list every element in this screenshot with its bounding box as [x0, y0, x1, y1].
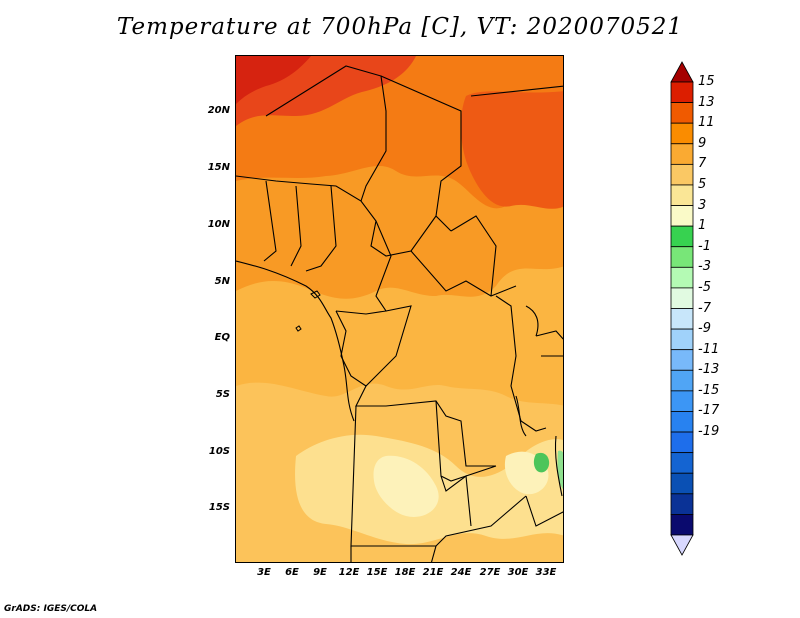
- colorbar-tick-label: -17: [698, 403, 720, 419]
- colorbar-tick-label: 9: [698, 135, 707, 151]
- colorbar-cell: [670, 308, 694, 330]
- colorbar: [670, 61, 694, 556]
- colorbar-cell: [670, 81, 694, 103]
- lat-label: 5S: [215, 389, 230, 400]
- coastline: [236, 260, 355, 422]
- colorbar-cell: [670, 143, 694, 165]
- temp-band-3-5: [373, 455, 439, 517]
- temp-band-gt15: [236, 56, 311, 104]
- colorbar-cell: [670, 246, 694, 268]
- colorbar-tick-label: -7: [698, 300, 711, 316]
- temp-band-cool-patch: [557, 450, 563, 490]
- lat-label: 10N: [207, 219, 230, 230]
- lon-label: 9E: [313, 567, 327, 578]
- colorbar-cell: [670, 184, 694, 206]
- colorbar-tick-label: -15: [698, 382, 720, 398]
- colorbar-tick-label: 1: [698, 218, 707, 234]
- temp-band-cold-patch: [533, 452, 550, 473]
- colorbar-cell: [670, 514, 694, 536]
- lon-label: 15E: [366, 567, 388, 578]
- colorbar-tick-label: -9: [698, 321, 711, 337]
- island: [310, 290, 321, 299]
- lon-label: 12E: [338, 567, 360, 578]
- colorbar-cell: [670, 122, 694, 145]
- colorbar-cell: [670, 431, 694, 454]
- colorbar-tick-label: 3: [698, 197, 707, 213]
- lon-label: 27E: [479, 567, 501, 578]
- colorbar-cell: [670, 266, 694, 289]
- colorbar-tick-label: 7: [698, 156, 707, 172]
- colorbar-cell: [670, 472, 694, 495]
- colorbar-cell: [670, 452, 694, 474]
- colorbar-cell: [670, 205, 694, 227]
- colorbar-cell: [670, 411, 694, 433]
- colorbar-tick-label: 13: [698, 94, 715, 110]
- lat-label: 15S: [208, 502, 230, 513]
- lon-label: 33E: [535, 567, 557, 578]
- colorbar-tick-label: -19: [698, 424, 720, 440]
- lon-label: 30E: [507, 567, 529, 578]
- lat-label: 5N: [214, 276, 230, 287]
- island: [295, 325, 302, 332]
- colorbar-cell: [670, 390, 694, 412]
- colorbar-tick-label: -5: [698, 279, 711, 295]
- colorbar-tick-label: -11: [698, 341, 720, 357]
- lat-label: EQ: [214, 332, 230, 343]
- colorbar-tick-label: -3: [698, 259, 711, 275]
- lat-label: 20N: [207, 105, 230, 116]
- lon-label: 3E: [257, 567, 271, 578]
- lat-label: 15N: [207, 162, 230, 173]
- colorbar-tick-label: -13: [698, 362, 720, 378]
- colorbar-cell: [670, 163, 694, 186]
- colorbar-tick-label: 5: [698, 176, 707, 192]
- colorbar-bottom-triangle: [670, 534, 694, 556]
- colorbar-tick-label: 11: [698, 115, 715, 131]
- lon-label: 21E: [422, 567, 444, 578]
- chart-title: Temperature at 700hPa [C], VT: 202007052…: [116, 14, 684, 40]
- colorbar-tick-label: -1: [698, 238, 711, 254]
- map-svg: [236, 56, 563, 562]
- colorbar-cells: [670, 61, 694, 556]
- colorbar-cell: [670, 493, 694, 515]
- colorbar-top-triangle: [670, 61, 694, 83]
- lon-label: 18E: [394, 567, 416, 578]
- credit-label: GrADS: IGES/COLA: [4, 604, 98, 614]
- colorbar-cell: [670, 328, 694, 351]
- lat-label: 10S: [208, 446, 230, 457]
- country-borders: [236, 65, 563, 562]
- lon-label: 24E: [450, 567, 472, 578]
- colorbar-cell: [670, 102, 694, 124]
- colorbar-cell: [670, 225, 694, 248]
- map-panel: [235, 55, 564, 563]
- lon-label: 6E: [285, 567, 299, 578]
- colorbar-cell: [670, 369, 694, 392]
- colorbar-tick-label: 15: [698, 74, 715, 89]
- colorbar-cell: [670, 287, 694, 309]
- temp-band-13-15-ne: [460, 91, 563, 209]
- colorbar-cell: [670, 349, 694, 371]
